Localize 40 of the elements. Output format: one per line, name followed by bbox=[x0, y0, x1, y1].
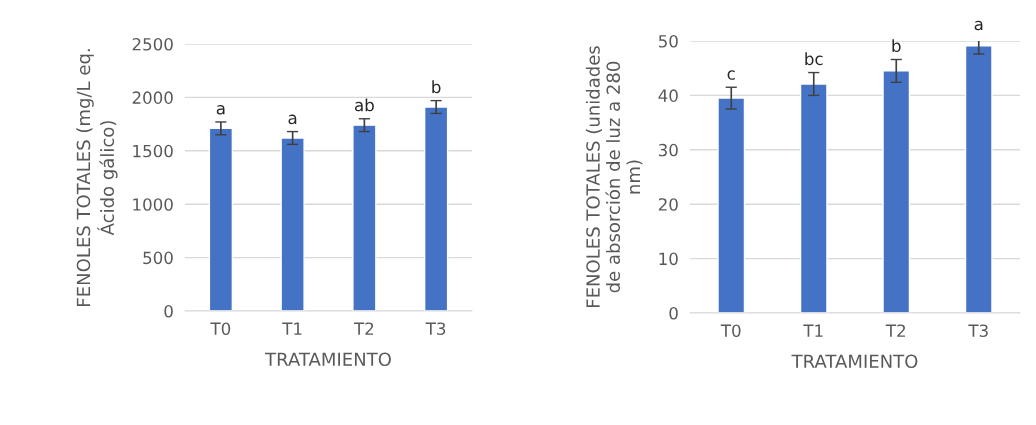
x-tick-label: T0 bbox=[720, 324, 741, 338]
x-tick-label: T0 bbox=[210, 322, 231, 336]
annotation: b bbox=[892, 39, 901, 53]
y-tick-label: 20 bbox=[658, 198, 678, 211]
y-tick-label: 1500 bbox=[133, 144, 173, 158]
annotation: a bbox=[216, 105, 225, 115]
x-tick-label: T1 bbox=[803, 324, 823, 337]
bar bbox=[882, 70, 911, 313]
y-tick-label: 10 bbox=[659, 252, 678, 266]
y-tick-label: 0 bbox=[164, 304, 173, 318]
y-tick-label: 500 bbox=[143, 251, 173, 265]
bar bbox=[964, 45, 993, 313]
bar bbox=[423, 106, 449, 311]
annotation: a bbox=[288, 114, 297, 125]
annotation: bc bbox=[805, 52, 823, 66]
y-tick-label: 0 bbox=[669, 306, 678, 320]
annotation: ab bbox=[354, 98, 374, 112]
annotation: b bbox=[432, 80, 441, 94]
annotation: a bbox=[974, 20, 983, 31]
x-axis-title: TRATAMIENTO bbox=[265, 352, 391, 367]
y-tick-label: 2500 bbox=[132, 37, 173, 51]
x-tick-label: T2 bbox=[885, 324, 905, 337]
y-tick-label: 2000 bbox=[132, 91, 173, 104]
y-tick-label: 40 bbox=[658, 89, 678, 102]
bar bbox=[352, 124, 377, 311]
bar bbox=[280, 137, 305, 311]
x-axis-title: TRATAMIENTO bbox=[791, 354, 918, 369]
x-tick-label: T1 bbox=[282, 322, 302, 335]
y-tick-label: 30 bbox=[658, 143, 678, 157]
bar bbox=[717, 97, 746, 313]
bar bbox=[799, 83, 828, 313]
bar bbox=[208, 127, 234, 311]
y-tick-label: 1000 bbox=[133, 198, 173, 211]
y-axis-title: FENOLES TOTALES (mg/L eq. Ácido gálico) bbox=[76, 49, 118, 306]
x-tick-label: T3 bbox=[968, 324, 988, 338]
y-tick-label: 50 bbox=[658, 34, 678, 48]
x-tick-label: T3 bbox=[425, 322, 446, 336]
x-tick-label: T2 bbox=[353, 322, 374, 335]
y-axis-title: FENOLES TOTALES (unidades de absorción de luz a 280 nm) bbox=[585, 46, 643, 307]
annotation: c bbox=[727, 70, 735, 80]
